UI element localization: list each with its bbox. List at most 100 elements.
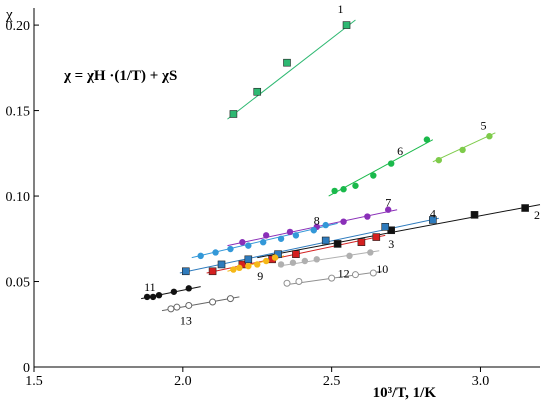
data-point-series-4	[321, 236, 330, 245]
data-point-series-10	[367, 249, 374, 256]
data-point-series-5	[459, 146, 466, 154]
data-point-series-2	[521, 204, 529, 212]
x-tick-label: 1.5	[25, 374, 43, 389]
data-point-series-10	[301, 257, 309, 265]
x-axis-title: 10³/T, 1/K	[373, 385, 437, 401]
data-point-series-3	[208, 267, 217, 276]
y-ticks: 0 0.05 0.10 0.15 0.20	[6, 19, 39, 376]
series-label-10: 10	[376, 262, 388, 276]
data-point-series-9	[262, 257, 270, 265]
data-point-series-7	[286, 228, 294, 236]
data-point-series-13	[173, 303, 181, 311]
data-point-series-10	[289, 259, 297, 266]
data-point-series-10	[313, 256, 320, 263]
formula-annotation: χ = χH ·(1/T) + χS	[63, 68, 177, 84]
data-point-series-6	[387, 160, 395, 167]
data-point-series-11	[185, 285, 192, 292]
data-point-series-12	[283, 279, 291, 287]
x-tick-label: 3.0	[472, 374, 490, 389]
data-point-series-8	[245, 242, 252, 249]
data-point-series-3	[357, 238, 366, 247]
data-point-series-11	[149, 293, 157, 301]
y-tick-label: 0	[23, 361, 30, 376]
data-point-series-1	[229, 110, 238, 118]
data-point-series-4	[217, 260, 226, 269]
data-point-series-12	[328, 274, 336, 282]
data-point-series-5	[435, 156, 442, 164]
x-tick-label: 2.5	[323, 374, 341, 389]
data-point-series-8	[322, 221, 329, 229]
data-point-series-10	[346, 252, 353, 260]
data-point-series-11	[143, 293, 151, 301]
data-point-series-13	[226, 295, 234, 303]
data-point-series-1	[342, 21, 351, 29]
data-point-series-12	[369, 269, 377, 277]
series-label-8: 8	[314, 213, 320, 227]
fit-line-series-6	[328, 139, 434, 197]
data-point-series-2	[470, 211, 479, 219]
series-label-3: 3	[388, 237, 394, 251]
data-point-series-1	[253, 87, 262, 96]
y-axis-title: χ	[5, 7, 13, 23]
y-tick-label: 0.05	[6, 276, 31, 291]
data-point-series-6	[423, 136, 431, 143]
data-point-series-8	[292, 232, 300, 239]
data-point-series-9	[236, 264, 243, 272]
data-point-series-9	[254, 261, 261, 268]
series-label-9: 9	[257, 269, 263, 283]
data-point-series-3	[372, 233, 381, 241]
data-point-series-7	[340, 218, 347, 225]
series-label-7: 7	[385, 195, 391, 209]
data-point-series-2	[333, 240, 342, 248]
fit-line-series-2	[257, 204, 541, 259]
x-ticks: 1.5 2.0 2.5 3.0	[25, 367, 489, 389]
series-label-11: 11	[144, 280, 156, 294]
data-point-series-13	[185, 301, 193, 309]
data-point-series-13	[167, 305, 175, 313]
data-point-series-8	[197, 252, 204, 260]
data-point-series-8	[227, 245, 234, 253]
data-point-series-4	[381, 223, 390, 231]
series-label-13: 13	[180, 313, 192, 327]
data-point-series-7	[239, 239, 246, 246]
data-point-series-11	[170, 288, 178, 295]
data-point-series-7	[262, 232, 270, 239]
data-point-series-6	[370, 172, 377, 179]
data-point-series-7	[385, 206, 392, 213]
series-label-5: 5	[480, 118, 486, 132]
series-label-2: 2	[534, 208, 540, 222]
data-point-series-4	[429, 216, 437, 224]
data-point-series-4	[182, 267, 190, 276]
series-label-4: 4	[430, 206, 436, 220]
data-point-series-8	[277, 235, 285, 242]
data-point-series-12	[351, 271, 359, 279]
data-point-series-9	[230, 266, 237, 273]
data-point-series-8	[310, 227, 317, 234]
data-point-series-8	[212, 249, 219, 256]
data-point-series-9	[271, 254, 279, 261]
data-point-series-11	[155, 292, 163, 299]
data-point-series-9	[245, 262, 252, 270]
data-point-series-6	[331, 187, 338, 195]
fit-line-series-1	[227, 19, 356, 120]
y-tick-label: 0.10	[6, 190, 31, 205]
data-point-series-7	[364, 213, 371, 220]
x-tick-label: 2.0	[174, 374, 192, 389]
data-point-series-10	[277, 261, 285, 268]
data-point-series-12	[295, 278, 303, 286]
data-point-series-6	[352, 182, 359, 189]
data-point-series-6	[340, 186, 347, 193]
data-point-series-3	[292, 250, 300, 258]
data-point-series-1	[283, 58, 291, 67]
data-points	[143, 21, 529, 313]
data-point-series-4	[244, 255, 253, 264]
y-tick-label: 0.20	[6, 19, 31, 34]
y-tick-label: 0.15	[6, 105, 31, 120]
data-point-series-5	[486, 133, 493, 140]
series-label-6: 6	[397, 144, 403, 158]
series-label-12: 12	[338, 266, 350, 280]
data-point-series-13	[209, 298, 217, 306]
series-label-1: 1	[338, 2, 344, 16]
